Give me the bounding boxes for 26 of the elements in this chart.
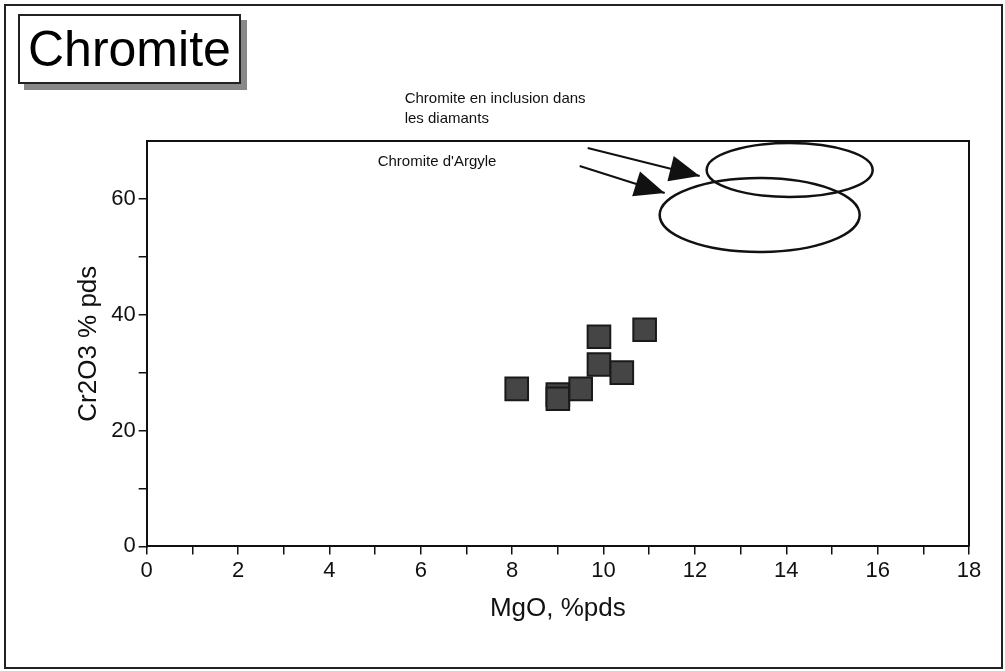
x-tick-label: 0 xyxy=(140,556,153,582)
point xyxy=(504,376,530,402)
y-tick-label: 40 xyxy=(111,300,136,326)
x-tick-label: 16 xyxy=(865,556,890,582)
x-tick-label: 10 xyxy=(591,556,616,582)
x-tick-label: 4 xyxy=(323,556,336,582)
point xyxy=(609,360,635,385)
x-tick-label: 12 xyxy=(682,556,708,582)
point xyxy=(586,324,612,350)
y-tick-label: 60 xyxy=(111,184,136,210)
y-tick-label: 0 xyxy=(123,532,136,558)
x-tick-label: 6 xyxy=(414,556,427,582)
x-tick-label: 14 xyxy=(774,556,799,582)
x-axis-title: MgO, %pds xyxy=(489,591,626,622)
annotation: Chromite d'Argyle xyxy=(377,152,497,169)
point xyxy=(632,317,657,343)
point xyxy=(586,352,612,377)
x-tick-label: 2 xyxy=(231,556,245,582)
text: Chromite en inclusion dans les diamants xyxy=(404,89,586,126)
y-tick-label: 20 xyxy=(111,416,136,442)
chart-title: Chromite xyxy=(18,14,241,84)
x-tick-label: 18 xyxy=(956,556,982,582)
y-axis-title: Cr2O3 % pds xyxy=(71,265,102,422)
x-tick-label: 8 xyxy=(506,556,519,582)
point xyxy=(568,376,593,402)
point xyxy=(545,386,571,412)
